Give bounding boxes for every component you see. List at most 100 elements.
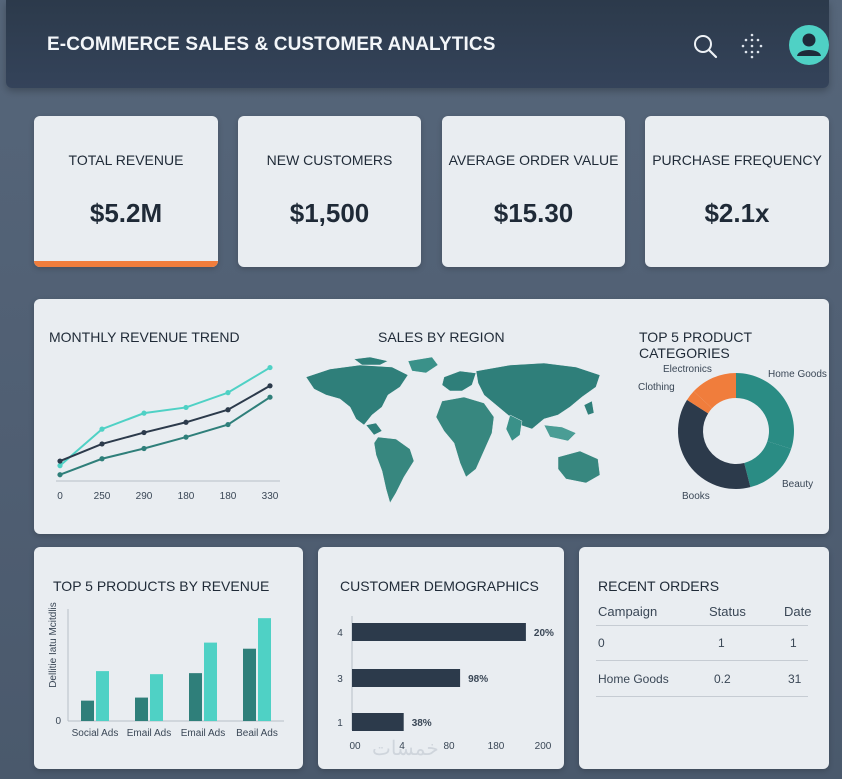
y-tick-label: 3 [337, 674, 343, 685]
x-tick-label: Email Ads [181, 728, 225, 739]
trend-point [57, 472, 63, 478]
x-tick-label: 180 [178, 491, 195, 502]
trend-series-line [59, 396, 271, 476]
donut-slice [744, 441, 792, 488]
orders-cell-campaign: Home Goods [598, 672, 669, 686]
demographic-bar [352, 623, 526, 641]
orders-cell-status: 0.2 [714, 672, 731, 686]
trend-point [267, 383, 273, 389]
kpi-card-new-customers[interactable]: NEW CUSTOMERS $1,500 [238, 116, 421, 267]
demographics-title: CUSTOMER DEMOGRAPHICS [340, 578, 539, 594]
kpi-label: PURCHASE FREQUENCY [652, 152, 822, 168]
search-icon[interactable] [692, 33, 718, 59]
orders-cell-date: 31 [788, 672, 802, 686]
trend-point [141, 410, 147, 416]
x-tick-label: 290 [136, 491, 153, 502]
orders-divider [596, 660, 808, 661]
x-tick-label: 200 [535, 741, 552, 752]
user-avatar-icon[interactable] [789, 25, 829, 65]
donut-label: Home Goods [768, 369, 827, 380]
trend-point [225, 421, 231, 428]
product-categories-title: TOP 5 PRODUCT CATEGORIES [639, 329, 752, 361]
demographic-bar [352, 669, 461, 687]
bar-value-label: 98% [468, 674, 488, 685]
demographic-bar [352, 713, 404, 731]
grid-dots-icon[interactable] [740, 33, 764, 59]
trend-point [225, 407, 231, 413]
donut-slice [736, 373, 794, 449]
product-categories-donut: Home Goods Beauty Books Clothing Electronics [638, 364, 827, 502]
product-bar [189, 673, 202, 721]
x-tick-label: 330 [262, 491, 279, 502]
trend-series-line [59, 366, 271, 467]
kpi-label: AVERAGE ORDER VALUE [448, 152, 619, 168]
orders-header-campaign[interactable]: Campaign [598, 604, 658, 619]
demographics-bar-chart: 4 20% 3 98% 1 38% 00 4 80 180 200 [337, 616, 554, 752]
revenue-trend-chart: 0 250 290 180 180 330 [56, 364, 280, 502]
kpi-card-purchase-frequency[interactable]: PURCHASE FREQUENCY $2.1x [645, 116, 829, 267]
top-bar: E-COMMERCE SALES & CUSTOMER ANALYTICS [6, 0, 829, 88]
donut-label: Electronics [663, 364, 712, 375]
product-bar [96, 671, 109, 721]
trend-point [225, 390, 231, 396]
orders-cell-date: 1 [790, 636, 797, 650]
sales-by-region-title: SALES BY REGION [378, 329, 505, 345]
demographics-card [318, 547, 564, 769]
app-title: E-COMMERCE SALES & CUSTOMER ANALYTICS [47, 34, 496, 55]
bar-value-label: 38% [412, 718, 432, 729]
y-tick-label: 1 [337, 718, 343, 729]
trend-point [141, 445, 147, 452]
x-tick-label: Beail Ads [236, 728, 278, 739]
orders-cell-status: 1 [718, 636, 725, 650]
recent-orders-card [579, 547, 829, 769]
trend-point [99, 441, 105, 447]
x-tick-label: 250 [94, 491, 111, 502]
kpi-value: $5.2M [89, 198, 163, 228]
y-tick-label: 4 [337, 628, 343, 639]
donut-slice [693, 373, 736, 409]
donut-slice [678, 399, 751, 489]
world-map [305, 356, 601, 504]
trend-point [57, 463, 63, 469]
donut-label: Clothing [638, 382, 675, 393]
product-bar [204, 642, 217, 721]
x-tick-label: 0 [57, 491, 63, 502]
orders-header-date[interactable]: Date [784, 604, 812, 619]
x-tick-label: 80 [443, 741, 455, 752]
top-products-title: TOP 5 PRODUCTS BY REVENUE [53, 578, 270, 594]
donut-slice [687, 391, 712, 414]
y-axis-label: Dellitie Iatu Mcitdlis [48, 602, 59, 688]
x-tick-label: 180 [220, 491, 237, 502]
orders-divider [596, 625, 808, 626]
recent-orders-title: RECENT ORDERS [598, 578, 720, 594]
trend-point [141, 429, 147, 436]
product-bar [150, 674, 163, 721]
trend-point [99, 456, 105, 462]
kpi-accent-bar [34, 261, 218, 267]
x-tick-label: 4 [399, 741, 405, 752]
trend-point [99, 426, 105, 432]
trend-point [183, 404, 189, 411]
kpi-label: NEW CUSTOMERS [266, 152, 393, 168]
product-bar [243, 648, 256, 721]
kpi-label: TOTAL REVENUE [68, 152, 184, 168]
top-products-bar-chart: 0 Dellitie Iatu Mcitdlis Social Ads Email A… [48, 602, 284, 739]
kpi-card-total-revenue[interactable]: TOTAL REVENUE $5.2M [34, 116, 218, 267]
product-bar [258, 618, 271, 721]
revenue-trend-title: MONTHLY REVENUE TREND [49, 329, 240, 345]
x-tick-label: 180 [488, 741, 505, 752]
orders-header-status[interactable]: Status [709, 604, 746, 619]
kpi-value: $2.1x [704, 198, 770, 228]
y-tick-label: 0 [55, 716, 61, 727]
orders-divider [596, 696, 808, 697]
orders-cell-campaign: 0 [598, 636, 605, 650]
trend-point [267, 394, 273, 400]
kpi-card-average-order-value[interactable]: AVERAGE ORDER VALUE $15.30 [442, 116, 625, 267]
kpi-value: $1,500 [289, 198, 370, 228]
watermark: خمسات [372, 738, 439, 760]
bar-value-label: 20% [534, 628, 554, 639]
donut-label: Books [682, 491, 710, 502]
trend-point [57, 458, 63, 464]
x-tick-label: 00 [349, 741, 361, 752]
product-bar [135, 697, 148, 721]
